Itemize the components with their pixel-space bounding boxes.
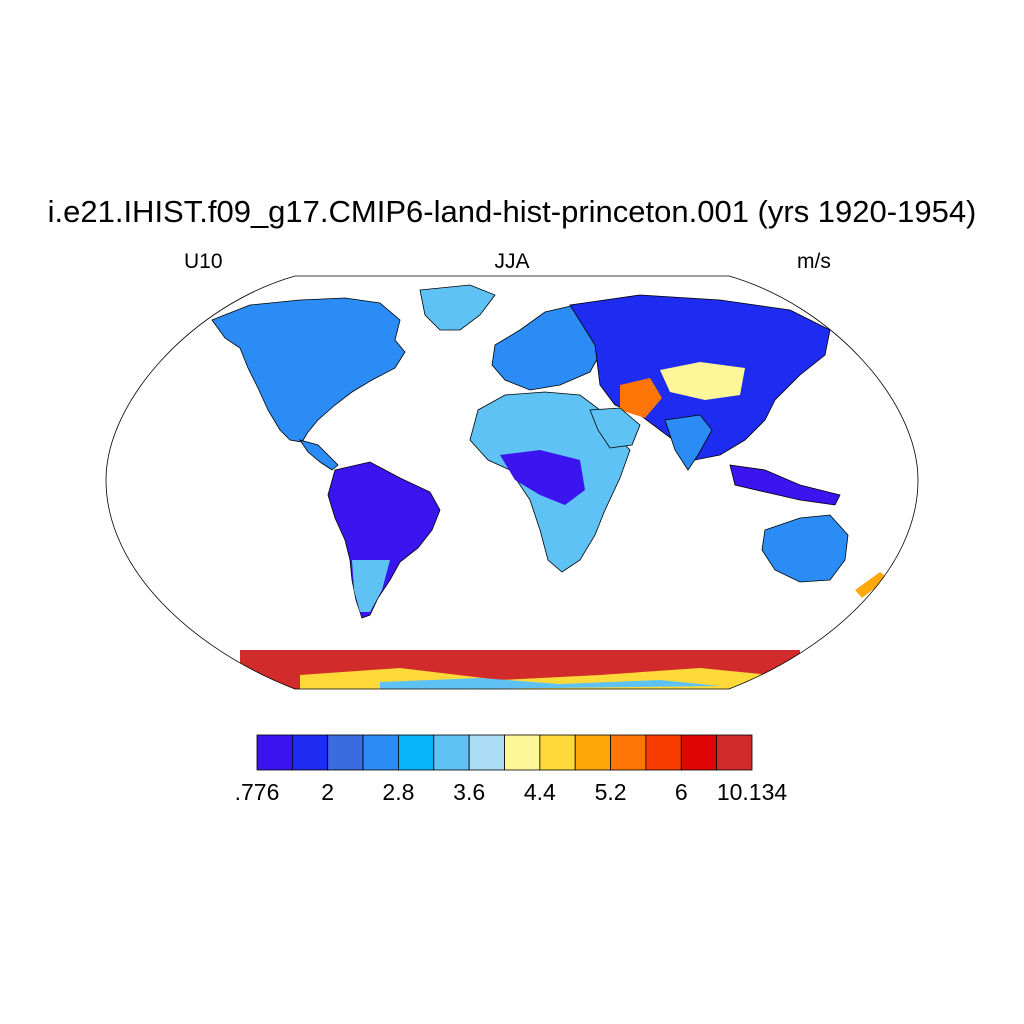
colorbar-swatch <box>680 734 718 771</box>
colorbar-swatch <box>291 734 329 771</box>
colorbar-tick-label: 4.4 <box>523 779 556 805</box>
colorbar-swatch <box>256 734 293 771</box>
plot-title: i.e21.IHIST.f09_g17.CMIP6-land-hist-prin… <box>47 194 977 229</box>
colorbar-swatch <box>504 734 541 771</box>
colorbar-swatch <box>468 734 505 771</box>
colorbar <box>256 734 753 771</box>
land-india <box>664 414 713 471</box>
map-border <box>105 275 919 690</box>
colorbar-tick-label: 2.8 <box>382 779 415 805</box>
land-antarctica-core <box>380 678 720 689</box>
colorbar-swatch <box>362 734 399 771</box>
land-south-america <box>327 461 441 619</box>
map-field <box>211 284 888 689</box>
colorbar-swatch <box>574 734 611 771</box>
colorbar-tick-label: 10.134 <box>716 779 788 805</box>
land-iran-hotspot <box>620 378 662 418</box>
land-africa-central <box>500 450 585 505</box>
season-label: JJA <box>494 250 530 273</box>
colorbar-tick-label: 6 <box>674 779 688 805</box>
land-south-america-south <box>352 560 390 612</box>
land-arabia <box>589 407 641 449</box>
land-indonesia <box>729 464 841 506</box>
colorbar-swatch <box>327 734 364 771</box>
colorbar-tick-label: 3.6 <box>453 779 486 805</box>
land-central-asia <box>660 362 745 400</box>
colorbar-swatch <box>610 734 647 771</box>
colorbar-tick-label: .776 <box>234 779 280 805</box>
land-greenland <box>419 284 496 331</box>
colorbar-tick-label: 5.2 <box>594 779 627 805</box>
colorbar-swatch <box>539 734 576 771</box>
land-new-zealand <box>855 572 888 598</box>
land-north-america <box>211 297 406 443</box>
units-label: m/s <box>797 250 831 273</box>
colorbar-swatch <box>716 734 753 771</box>
colorbar-swatch <box>433 734 470 771</box>
colorbar-tick-label: 2 <box>321 779 335 805</box>
land-australia <box>761 514 849 583</box>
land-central-america <box>299 439 339 471</box>
variable-label: U10 <box>184 250 223 273</box>
colorbar-swatch <box>645 734 682 771</box>
colorbar-swatch <box>398 734 435 771</box>
